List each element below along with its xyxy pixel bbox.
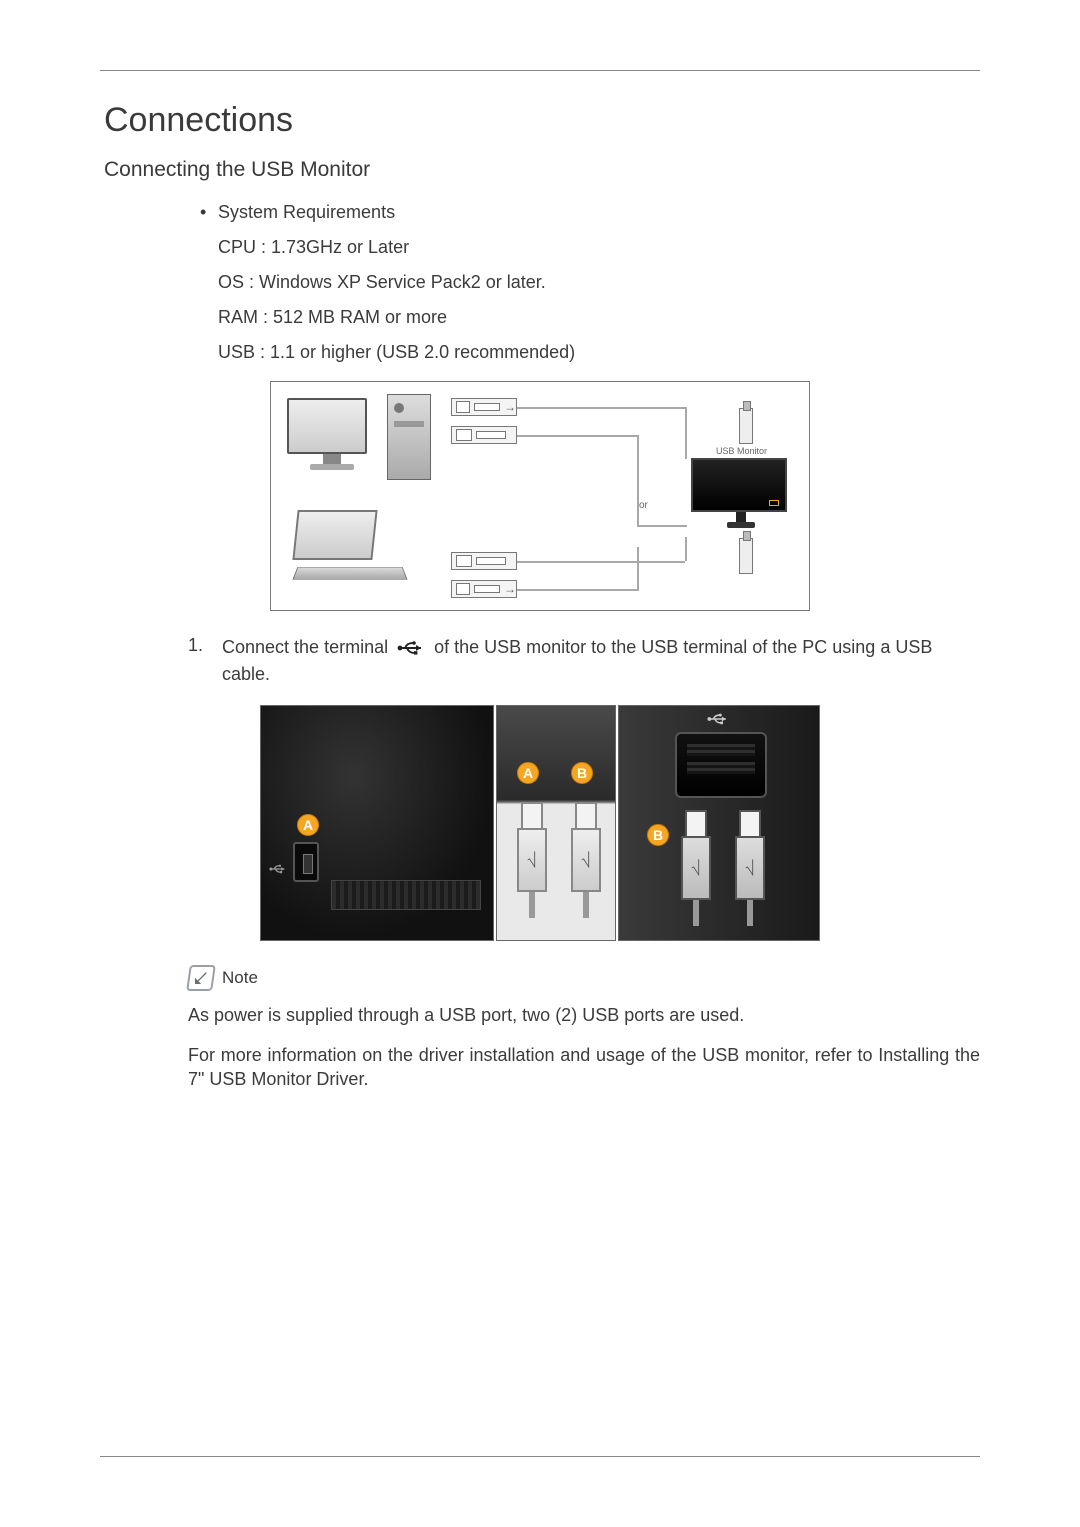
cable-line-icon [517,435,637,437]
usb-port-icon [293,842,319,882]
desktop-monitor-icon [287,398,377,468]
usb-monitor-icon [691,458,791,526]
note-icon [186,965,216,991]
usb-connector-icon [451,426,517,444]
section-subtitle: Connecting the USB Monitor [104,158,980,182]
cable-line-icon [685,407,687,459]
cable-plugs-panel-icon: A B ⎷ ⎷ [496,705,616,941]
usb-plug-icon [739,408,753,444]
usb-symbol-icon [269,862,287,880]
usb-cable-plug-icon: ⎷ [679,810,713,930]
top-rule [100,70,980,71]
usb-cable-plug-icon: ⎷ [515,802,549,922]
step-row: 1. Connect the terminal of the USB monit… [188,635,980,687]
requirement-os: OS : Windows XP Service Pack2 or later. [218,272,980,293]
badge-b-icon: B [571,762,593,784]
cable-line-icon [517,589,637,591]
step-number: 1. [188,635,204,687]
badge-b-icon: B [647,824,669,846]
bullet-icon: • [200,202,206,223]
usb-cable-plug-icon: ⎷ [733,810,767,930]
note-heading-row: Note [188,965,980,991]
bottom-rule [100,1456,980,1457]
desktop-tower-icon [387,394,431,480]
usb-connector-icon [451,552,517,570]
or-label: or [639,500,648,511]
note-paragraph-2: For more information on the driver insta… [188,1043,980,1092]
usb-symbol-icon [397,638,425,662]
note-paragraph-1: As power is supplied through a USB port,… [188,1003,980,1027]
diagram-connection-overview: → → or USB Monitor [270,381,810,611]
usb-cable-plug-icon: ⎷ [569,802,603,922]
requirement-heading: System Requirements [218,202,395,223]
usb-plug-icon [739,538,753,574]
cable-line-icon [637,525,687,527]
laptop-icon [295,510,415,588]
requirement-usb: USB : 1.1 or higher (USB 2.0 recommended… [218,342,980,363]
cable-line-icon [517,407,685,409]
figure-port-closeup: A A B ⎷ ⎷ [100,705,980,941]
note-label: Note [222,968,258,988]
diagram-port-closeup: A A B ⎷ ⎷ [260,705,820,941]
requirement-ram: RAM : 512 MB RAM or more [218,307,980,328]
usb-connector-icon: → [451,398,517,416]
usb-port-recess-icon [675,732,767,798]
cable-line-icon [517,561,685,563]
badge-a-icon: A [297,814,319,836]
monitor-back-panel-icon: A [260,705,494,941]
cable-line-icon [685,537,687,561]
requirement-cpu: CPU : 1.73GHz or Later [218,237,980,258]
usb-monitor-label: USB Monitor [716,446,767,456]
cable-line-icon [637,435,639,525]
usb-symbol-icon [707,712,729,731]
figure-connection-overview: → → or USB Monitor [100,381,980,611]
page-title: Connections [104,101,980,140]
cable-line-icon [637,547,639,591]
vent-grille-icon [331,880,481,910]
step-text-before: Connect the terminal [222,637,393,657]
usb-connector-icon: → [451,580,517,598]
page: Connections Connecting the USB Monitor •… [0,0,1080,1527]
badge-a-icon: A [517,762,539,784]
pc-usb-ports-panel-icon: B ⎷ ⎷ [618,705,820,941]
requirement-heading-row: • System Requirements [200,202,980,223]
step-text: Connect the terminal of the USB monitor … [222,635,980,687]
